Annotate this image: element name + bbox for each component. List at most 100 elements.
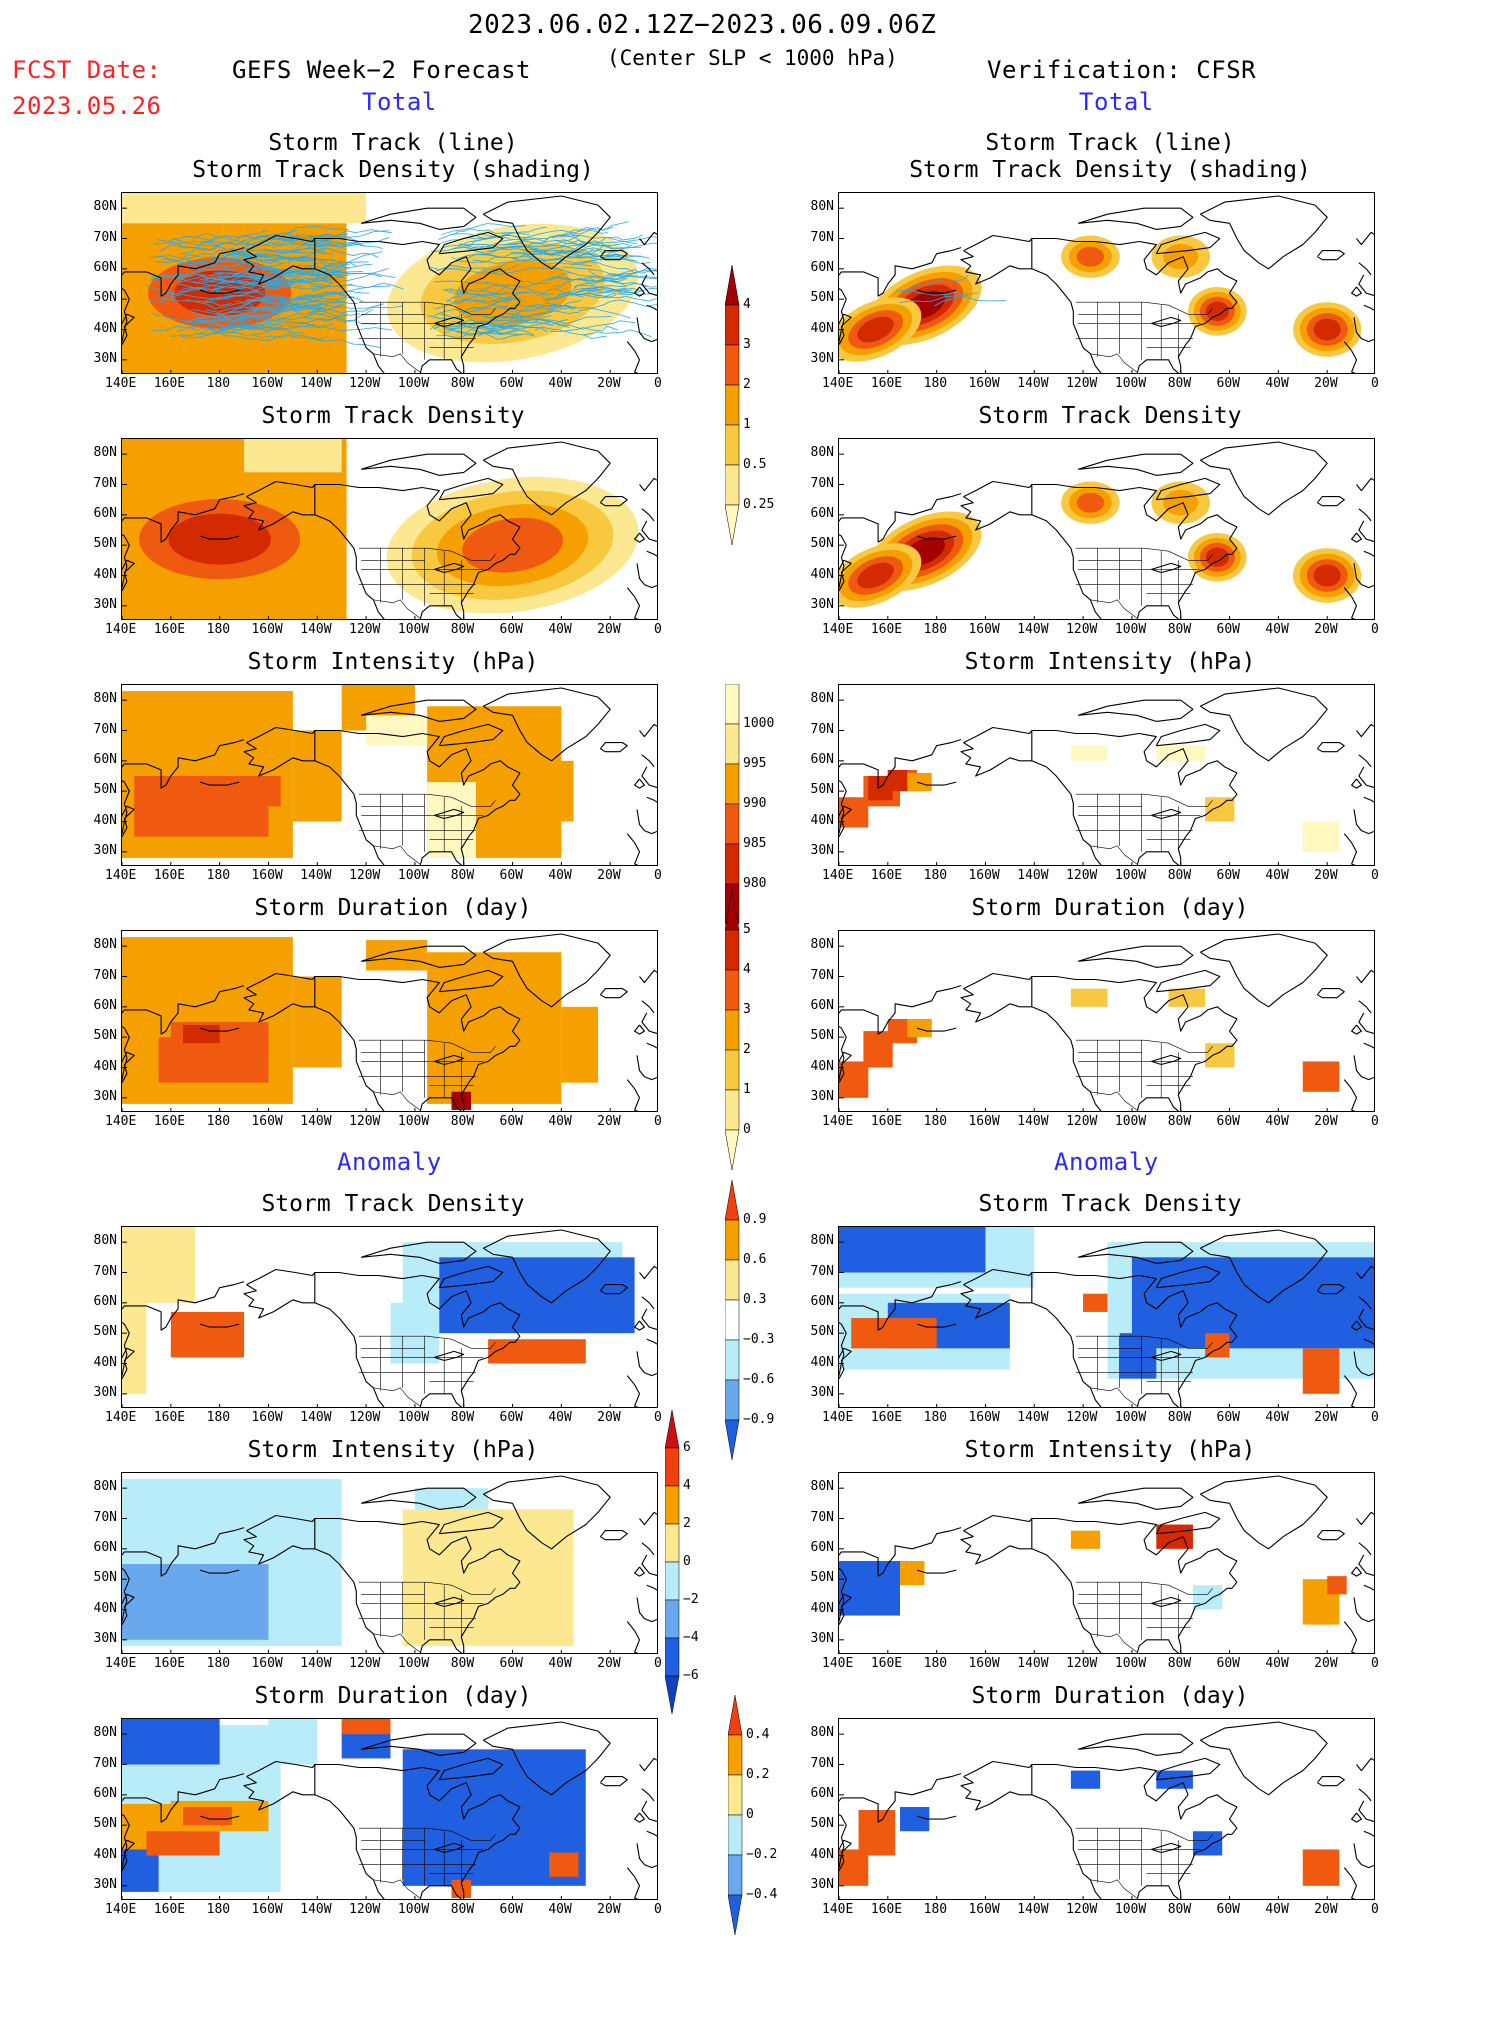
lon-label: 20W [597,1656,621,1671]
title-track-line-right: Storm Track (line) [985,130,1235,156]
title-anom-density-right: Storm Track Density [978,1191,1242,1217]
lat-label: 80N [93,1233,117,1249]
map-panel-r-0 [838,192,1375,374]
lat-label: 40N [810,1846,834,1862]
lon-label: 0 [654,1114,662,1129]
left-column-title: GEFS Week−2 Forecast [232,56,531,84]
lon-label: 120W [1066,1114,1098,1129]
lat-label: 70N [93,229,117,245]
lat-label: 60N [810,259,834,275]
lat-label: 30N [810,350,834,366]
lat-label: 30N [93,1384,117,1400]
title-track-density-right: Storm Track Density [978,403,1242,429]
lat-label: 70N [810,229,834,245]
colorbar-label: −0.6 [743,1372,775,1387]
lon-label: 120W [349,1114,381,1129]
lon-label: 140W [300,1902,332,1917]
lat-label: 50N [810,1816,834,1832]
lon-label: 140E [822,376,854,391]
lon-label: 140E [105,1656,137,1671]
lon-label: 120W [349,868,381,883]
lat-label: 30N [810,1088,834,1104]
lon-label: 180 [206,1114,231,1129]
lon-label: 20W [597,376,621,391]
title-track-density-shading-right: Storm Track Density (shading) [909,157,1311,183]
lat-label: 70N [93,1509,117,1525]
title-duration-left: Storm Duration (day) [254,895,532,921]
lat-label: 60N [810,1293,834,1309]
lon-label: 160E [870,868,903,883]
lon-label: 140W [300,1114,332,1129]
title-intensity-right: Storm Intensity (hPa) [964,649,1256,675]
map-panel-r-1 [838,438,1375,620]
lon-label: 20W [1314,1114,1338,1129]
lat-label: 50N [93,1324,117,1340]
lon-label: 160W [968,376,1000,391]
colorbar-label: −0.3 [743,1332,775,1347]
map-panel-l-6 [121,1718,658,1900]
lon-label: 120W [1066,1902,1098,1917]
lon-label: 160E [870,376,903,391]
lat-label: 80N [810,1725,834,1741]
lat-label: 50N [93,1570,117,1586]
lon-label: 80W [1167,622,1192,637]
lon-label: 20W [1314,1656,1338,1671]
lon-label: 140W [1017,1656,1049,1671]
lon-label: 160E [153,868,186,883]
lon-label: 120W [1066,376,1098,391]
lon-label: 120W [349,376,381,391]
lat-label: 70N [810,1755,834,1771]
colorbar-label: 0 [743,1122,751,1137]
lon-label: 80W [450,868,475,883]
lon-label: 140E [105,1114,137,1129]
lon-label: 20W [1314,622,1338,637]
lon-label: 160E [153,622,186,637]
lon-label: 140W [300,1410,332,1425]
colorbar-label: 0 [746,1807,754,1822]
lat-label: 80N [93,199,117,215]
lat-label: 80N [93,445,117,461]
lon-label: 160E [153,1656,186,1671]
lat-label: 50N [810,536,834,552]
colorbar-label: 985 [743,836,767,851]
lat-label: 40N [810,1600,834,1616]
title-track-density-left: Storm Track Density [261,403,525,429]
lon-label: 140E [105,1410,137,1425]
lat-label: 30N [93,350,117,366]
colorbar-label: −0.2 [746,1847,778,1862]
lon-label: 160E [870,1902,903,1917]
colorbar-label: 1 [743,417,751,432]
lon-label: 80W [450,622,475,637]
lon-label: 80W [1167,1902,1192,1917]
lon-label: 140E [105,376,137,391]
lat-label: 80N [93,1725,117,1741]
lat-label: 30N [93,1088,117,1104]
lon-label: 40W [548,868,572,883]
lat-label: 50N [810,1570,834,1586]
lon-label: 60W [499,1114,524,1129]
lon-label: 160W [968,868,1000,883]
lon-label: 140W [1017,868,1049,883]
colorbar-label: 2 [743,1042,751,1057]
lon-label: 140W [1017,376,1049,391]
lon-label: 160E [153,1902,186,1917]
lon-label: 0 [1371,868,1379,883]
colorbar-intensity-anomaly: 6 4 2 0 −2 −4 −6 [664,1409,745,1804]
lat-label: 40N [93,566,117,582]
lat-label: 80N [93,937,117,953]
lon-label: 100W [1114,1410,1147,1425]
lon-label: 140W [1017,1114,1049,1129]
lon-label: 160W [251,1902,283,1917]
lat-label: 30N [93,842,117,858]
lat-label: 50N [93,1028,117,1044]
title-anom-intensity-right: Storm Intensity (hPa) [964,1437,1256,1463]
colorbar-label: 990 [743,796,767,811]
colorbar-label: 4 [743,962,751,977]
lon-label: 0 [654,1410,662,1425]
lon-label: 160W [251,868,283,883]
colorbar-label: 980 [743,876,767,891]
colorbar-label: 2 [683,1516,691,1531]
colorbar-label: 3 [743,1002,751,1017]
lon-label: 120W [349,1902,381,1917]
left-anomaly-label: Anomaly [337,1148,442,1176]
